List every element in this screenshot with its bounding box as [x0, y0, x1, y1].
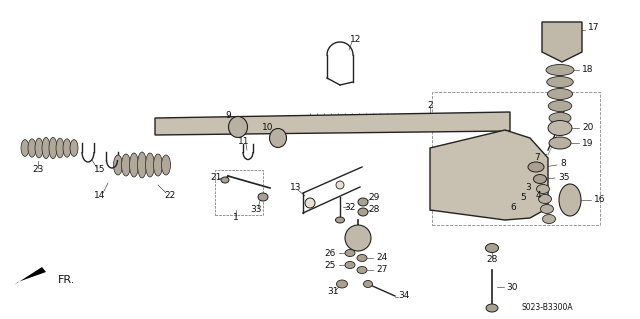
Ellipse shape: [534, 174, 547, 183]
Ellipse shape: [269, 129, 287, 147]
Text: 26: 26: [324, 249, 336, 257]
Text: 13: 13: [291, 183, 301, 192]
Ellipse shape: [122, 154, 131, 176]
Text: 17: 17: [588, 24, 600, 33]
Text: 29: 29: [368, 194, 380, 203]
Ellipse shape: [335, 217, 344, 223]
Ellipse shape: [56, 138, 64, 158]
Ellipse shape: [337, 280, 348, 288]
Ellipse shape: [145, 153, 154, 177]
Text: 18: 18: [582, 65, 593, 75]
Text: 10: 10: [262, 122, 274, 131]
Ellipse shape: [63, 139, 71, 157]
Circle shape: [336, 181, 344, 189]
Text: 16: 16: [594, 196, 605, 204]
Text: S023-B3300A: S023-B3300A: [522, 303, 573, 313]
Ellipse shape: [528, 162, 544, 172]
Text: 6: 6: [510, 203, 516, 211]
Ellipse shape: [549, 137, 571, 149]
Text: 32: 32: [344, 203, 356, 211]
Ellipse shape: [35, 138, 43, 158]
Text: 23: 23: [32, 166, 44, 174]
Text: 9: 9: [225, 112, 231, 121]
Ellipse shape: [546, 64, 574, 76]
Ellipse shape: [548, 121, 572, 136]
Ellipse shape: [486, 304, 498, 312]
Bar: [432, 92, 600, 225]
Ellipse shape: [364, 280, 372, 287]
Ellipse shape: [345, 262, 355, 269]
Ellipse shape: [486, 243, 499, 253]
Polygon shape: [155, 112, 510, 135]
Ellipse shape: [541, 204, 554, 213]
Ellipse shape: [154, 154, 163, 176]
Ellipse shape: [49, 137, 57, 159]
Text: 11: 11: [238, 137, 250, 146]
Ellipse shape: [42, 137, 50, 159]
Text: 34: 34: [398, 292, 410, 300]
Text: 19: 19: [582, 138, 593, 147]
Text: 28: 28: [368, 205, 380, 214]
Ellipse shape: [113, 155, 122, 175]
Text: 33: 33: [250, 205, 262, 214]
Text: 35: 35: [558, 173, 570, 182]
Ellipse shape: [358, 198, 368, 206]
Text: 5: 5: [520, 194, 526, 203]
Text: 30: 30: [506, 283, 518, 292]
Ellipse shape: [358, 208, 368, 216]
Ellipse shape: [536, 184, 550, 194]
Text: 14: 14: [94, 190, 106, 199]
Ellipse shape: [547, 77, 573, 87]
Ellipse shape: [129, 153, 138, 177]
Text: 20: 20: [582, 123, 593, 132]
Circle shape: [305, 198, 315, 208]
Ellipse shape: [28, 139, 36, 157]
Text: 25: 25: [324, 261, 336, 270]
Ellipse shape: [21, 140, 29, 156]
Ellipse shape: [221, 177, 229, 183]
Polygon shape: [430, 130, 548, 220]
Ellipse shape: [228, 116, 248, 137]
Ellipse shape: [138, 152, 147, 178]
Ellipse shape: [543, 214, 556, 224]
Ellipse shape: [161, 155, 170, 175]
Ellipse shape: [547, 88, 573, 100]
Circle shape: [345, 225, 371, 251]
Text: FR.: FR.: [58, 275, 76, 285]
Text: 2: 2: [427, 100, 433, 109]
Ellipse shape: [258, 193, 268, 201]
Ellipse shape: [345, 249, 355, 256]
Ellipse shape: [357, 255, 367, 262]
Text: 28: 28: [486, 256, 498, 264]
Text: 31: 31: [327, 287, 339, 296]
Polygon shape: [542, 22, 582, 62]
Text: 15: 15: [94, 166, 106, 174]
Text: 21: 21: [211, 174, 221, 182]
Polygon shape: [14, 267, 46, 285]
Bar: [215, 170, 263, 215]
Ellipse shape: [357, 266, 367, 273]
Ellipse shape: [559, 184, 581, 216]
Text: 22: 22: [164, 190, 175, 199]
Ellipse shape: [538, 195, 552, 204]
Text: 3: 3: [525, 182, 531, 191]
Ellipse shape: [70, 140, 78, 156]
Text: 12: 12: [350, 35, 362, 44]
Text: 27: 27: [376, 265, 387, 275]
Ellipse shape: [549, 113, 571, 123]
Text: 24: 24: [376, 254, 387, 263]
Text: 8: 8: [560, 160, 566, 168]
Ellipse shape: [548, 100, 572, 112]
Text: 7: 7: [534, 153, 540, 162]
Text: 1: 1: [233, 213, 239, 222]
Text: 4: 4: [535, 191, 541, 201]
